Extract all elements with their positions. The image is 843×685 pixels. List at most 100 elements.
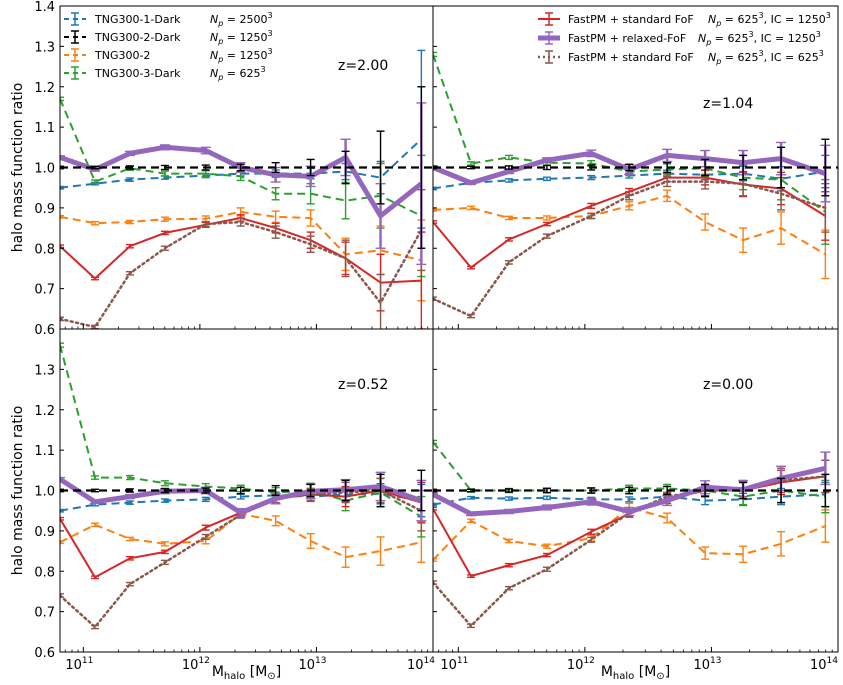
error-bar: [124, 493, 135, 500]
x-axis-label: Mhalo [M⊙]: [601, 664, 670, 682]
error-bar: [125, 581, 134, 587]
x-tick-label: 1013: [693, 656, 721, 673]
x-tick-exponent: 13: [710, 656, 721, 666]
np-sub: p: [705, 38, 711, 47]
error-bar: [433, 492, 438, 497]
error-bar: [160, 230, 169, 236]
y-tick-label: 1.1: [34, 121, 55, 136]
error-bar: [60, 488, 64, 493]
error-bar: [60, 516, 64, 521]
error-bar: [271, 186, 280, 201]
panel-1: z=1.04: [432, 5, 839, 330]
error-bar: [236, 486, 245, 495]
error-bar: [587, 528, 596, 535]
error-bar: [542, 176, 551, 182]
error-bar: [90, 276, 99, 281]
error-bar: [542, 233, 551, 239]
error-bar: [504, 178, 513, 183]
error-bar: [376, 273, 385, 329]
series-line: [60, 217, 422, 284]
error-bar: [433, 502, 437, 507]
error-bar: [125, 474, 134, 481]
np-sub: p: [217, 55, 223, 64]
error-bar: [341, 239, 350, 278]
legend-handle: [64, 66, 86, 80]
series-tng300-2-dark: [60, 469, 426, 512]
series-fastpm-standard-fof-ic-1250-3-: [433, 169, 830, 270]
plot-area: [433, 51, 838, 319]
legend-np: Np = 25003: [210, 11, 273, 28]
redshift-label: z=2.00: [338, 58, 388, 74]
error-bar: [90, 488, 99, 493]
error-bar: [504, 585, 513, 591]
error-bar: [466, 623, 475, 629]
legend-right: FastPM + standard FoF Np = 6253, IC = 125…: [538, 11, 831, 66]
series-fastpm-standard-fof-ic-1250-3-: [60, 214, 426, 329]
error-bar: [201, 524, 210, 531]
x-tick-label: 1013: [298, 656, 326, 673]
x-tick-exponent: 12: [198, 656, 209, 666]
np-sub: p: [217, 73, 223, 82]
series-line: [60, 492, 422, 512]
redshift-label: z=0.00: [703, 377, 753, 393]
np-sub: p: [217, 37, 223, 46]
error-bar: [60, 316, 64, 322]
series-tng300-3-dark: [433, 51, 830, 245]
error-bar: [201, 533, 210, 541]
y-tick-label: 1.1: [34, 444, 55, 459]
error-bar: [504, 237, 513, 242]
error-bar: [663, 512, 672, 524]
np-exp: 3: [759, 11, 764, 20]
error-bar: [587, 174, 596, 181]
error-bar: [503, 508, 514, 515]
x-axis-label-units: [M: [634, 664, 656, 680]
panel-2: 0.6 0.7 0.8 0.9 1.0 1.1 1.2 1.3 1011 1012 1013 1014…: [34, 328, 436, 673]
legend-np: Np = 6253: [210, 65, 266, 82]
error-bar: [433, 51, 437, 58]
error-bar: [504, 260, 513, 265]
legend-label: TNG300-1-Dark: [94, 13, 181, 26]
error-bar: [433, 296, 437, 302]
np-exp: 3: [268, 47, 273, 56]
x-axis-label-close: ]: [665, 664, 670, 680]
x-tick-exponent: 14: [424, 656, 436, 666]
series-fastpm-relaxed-fof: [60, 102, 427, 266]
series-fastpm-standard-fof-ic-1250-3-: [433, 459, 830, 579]
series-tng300-2: [433, 189, 830, 280]
np-exp: 3: [759, 49, 764, 58]
y-tick-label: 1.2: [34, 81, 55, 96]
error-bar: [504, 154, 513, 161]
np-value: = 1250: [223, 31, 267, 44]
error-bar: [376, 536, 385, 566]
np-exp: 3: [268, 11, 273, 20]
x-axis-label-sub: halo: [224, 671, 245, 682]
error-bar: [433, 165, 437, 170]
error-bar: [541, 504, 552, 511]
series-line: [60, 138, 422, 189]
y-tick-label: 0.8: [34, 242, 55, 257]
error-bar: [306, 209, 315, 227]
error-bar: [625, 201, 634, 211]
error-bar: [465, 180, 476, 186]
error-bar: [587, 202, 596, 209]
error-bar: [433, 580, 437, 585]
error-bar: [125, 500, 134, 505]
error-bar: [60, 185, 64, 190]
series-line: [433, 180, 827, 318]
error-bar: [236, 163, 245, 172]
error-bar: [504, 488, 513, 493]
legend-np: Np = 6253, IC = 12503: [698, 30, 821, 47]
np-value: = 625: [721, 51, 758, 64]
plot-area: [433, 439, 838, 629]
legend-label: FastPM + standard FoF: [568, 51, 694, 64]
x-tick-exponent: 12: [583, 656, 594, 666]
series-line: [433, 506, 826, 561]
error-bar: [125, 243, 134, 249]
np-sub: p: [217, 19, 223, 28]
error-bar: [465, 511, 476, 517]
series-tng300-2: [433, 502, 830, 564]
error-bar: [433, 220, 437, 224]
x-axis-label-sun: ⊙: [267, 671, 275, 682]
legend-np: Np = 6253, IC = 12503: [708, 11, 831, 28]
x-axis-label-close: ]: [276, 664, 281, 680]
